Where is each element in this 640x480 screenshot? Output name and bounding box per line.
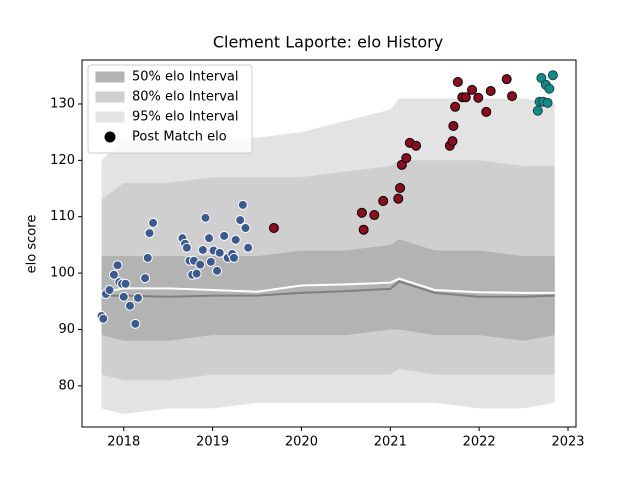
elo-point bbox=[452, 76, 463, 87]
elo-point bbox=[532, 105, 543, 116]
y-tick-label: 110 bbox=[50, 209, 75, 224]
elo-point bbox=[542, 97, 553, 108]
elo-point bbox=[485, 86, 496, 97]
legend-label: Post Match elo bbox=[132, 130, 227, 145]
y-axis-label: elo score bbox=[25, 215, 40, 274]
elo-point bbox=[547, 70, 558, 81]
elo-line bbox=[101, 280, 555, 298]
elo-point bbox=[393, 193, 404, 204]
elo-point bbox=[144, 228, 155, 239]
elo-point bbox=[191, 268, 202, 279]
elo-point bbox=[473, 92, 484, 103]
elo-point bbox=[230, 234, 241, 245]
x-tick-label: 2019 bbox=[196, 435, 229, 450]
elo-point bbox=[132, 292, 143, 303]
legend-label: 95% elo Interval bbox=[132, 110, 239, 125]
elo-point bbox=[228, 252, 239, 263]
elo-point bbox=[460, 92, 471, 103]
elo-point bbox=[148, 217, 159, 228]
elo-point bbox=[195, 259, 206, 270]
legend-marker bbox=[104, 131, 116, 143]
elo-point bbox=[237, 199, 248, 210]
elo-point bbox=[214, 247, 225, 258]
elo-point bbox=[501, 74, 512, 85]
elo-point bbox=[507, 91, 518, 102]
elo-point bbox=[235, 215, 246, 226]
legend-label: 50% elo Interval bbox=[132, 70, 239, 85]
elo-point bbox=[467, 84, 478, 95]
elo-point bbox=[108, 269, 119, 280]
legend-box bbox=[87, 64, 253, 154]
elo-point bbox=[369, 210, 380, 221]
chart-title: Clement Laporte: elo History bbox=[213, 33, 443, 52]
elo-point bbox=[130, 318, 141, 329]
elo-point bbox=[120, 278, 131, 289]
elo-point bbox=[200, 212, 211, 223]
legend-swatch bbox=[95, 111, 125, 123]
elo-point bbox=[481, 106, 492, 117]
elo-point bbox=[124, 300, 135, 311]
elo-point bbox=[212, 265, 223, 276]
y-tick-label: 100 bbox=[50, 266, 75, 281]
elo-point bbox=[447, 136, 458, 147]
x-tick-label: 2018 bbox=[107, 435, 140, 450]
elo-point bbox=[378, 195, 389, 206]
elo-point bbox=[219, 230, 230, 241]
elo-point bbox=[205, 256, 216, 267]
elo-point bbox=[356, 207, 367, 218]
legend-swatch bbox=[95, 91, 125, 103]
y-tick-label: 130 bbox=[50, 96, 75, 111]
x-tick-label: 2020 bbox=[285, 435, 318, 450]
elo-point bbox=[197, 244, 208, 255]
legend-label: 80% elo Interval bbox=[132, 90, 239, 105]
elo-point bbox=[450, 101, 461, 112]
elo-point bbox=[118, 291, 129, 302]
plot-frame bbox=[81, 59, 577, 428]
elo-point bbox=[240, 222, 251, 233]
x-tick-label: 2023 bbox=[551, 435, 584, 450]
elo-point bbox=[204, 233, 215, 244]
elo-point bbox=[395, 182, 406, 193]
elo-point bbox=[401, 153, 412, 164]
elo-point bbox=[243, 242, 254, 253]
elo-point bbox=[104, 285, 115, 296]
elo-point bbox=[544, 83, 555, 94]
x-tick-label: 2021 bbox=[374, 435, 407, 450]
y-tick-label: 120 bbox=[50, 153, 75, 168]
x-tick-label: 2022 bbox=[463, 435, 496, 450]
elo-point bbox=[268, 222, 279, 233]
elo-line bbox=[101, 277, 555, 294]
y-tick-label: 80 bbox=[58, 378, 75, 393]
elo-point bbox=[411, 140, 422, 151]
y-tick-label: 90 bbox=[58, 322, 75, 337]
legend-swatch bbox=[95, 71, 125, 83]
elo-point bbox=[140, 273, 151, 284]
elo-point bbox=[142, 252, 153, 263]
elo-point bbox=[358, 224, 369, 235]
elo-point bbox=[448, 120, 459, 131]
elo-point bbox=[98, 313, 109, 324]
elo-point bbox=[112, 260, 123, 271]
elo-point bbox=[181, 242, 192, 253]
